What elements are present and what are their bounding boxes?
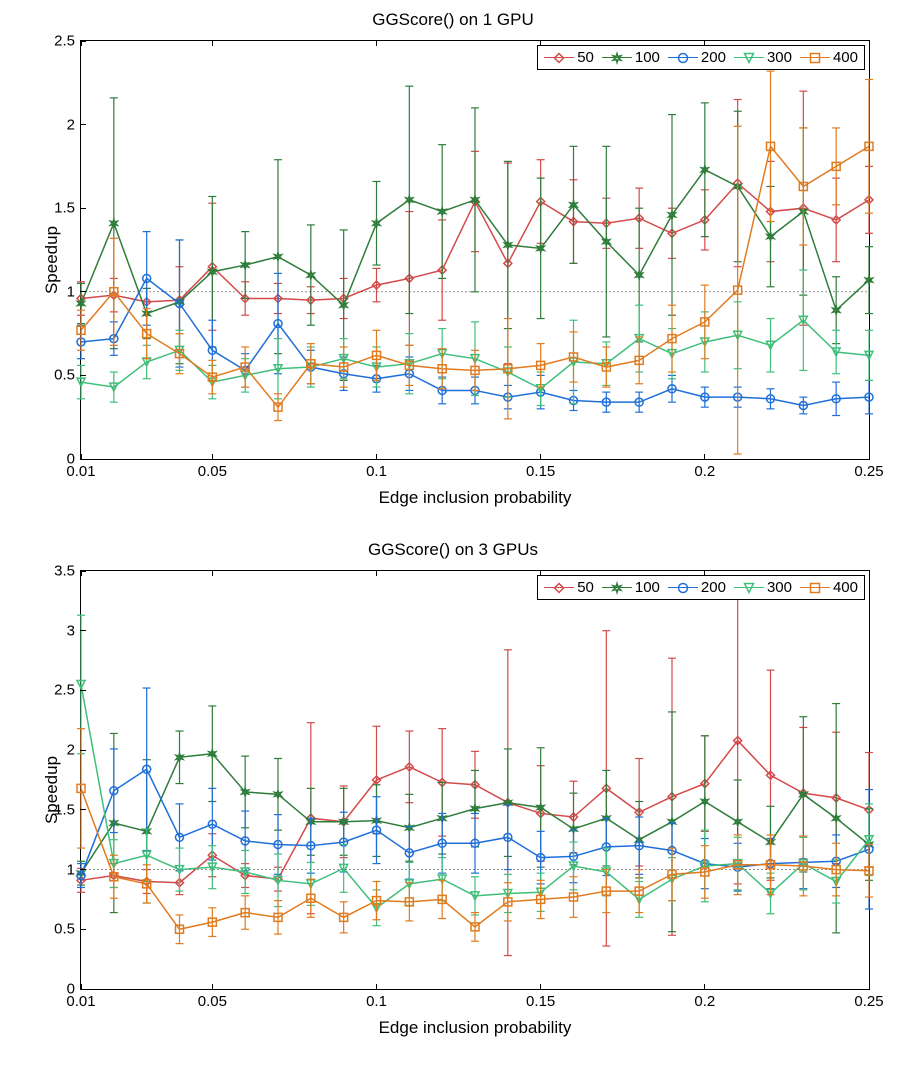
x-axis-label: Edge inclusion probability	[80, 1018, 870, 1038]
panel-bottom: GGScore() on 3 GPUs Speedup 00.511.522.5…	[10, 540, 896, 1040]
ytick-label: 2	[67, 742, 81, 759]
legend-item: 50	[544, 579, 594, 596]
panel-title: GGScore() on 3 GPUs	[10, 540, 896, 560]
legend-item: 400	[800, 49, 858, 66]
legend-label: 50	[577, 579, 594, 596]
xtick-label: 0.25	[854, 459, 883, 480]
xtick-label: 0.05	[198, 459, 227, 480]
legend-label: 200	[701, 49, 726, 66]
x-axis-label: Edge inclusion probability	[80, 488, 870, 508]
panel-top: GGScore() on 1 GPU Speedup 00.511.522.50…	[10, 10, 896, 510]
ytick-label: 1	[67, 283, 81, 300]
legend-label: 50	[577, 49, 594, 66]
legend-label: 300	[767, 579, 792, 596]
ytick-label: 0.5	[54, 921, 81, 938]
ytick-label: 3.5	[54, 563, 81, 580]
ytick-label: 3	[67, 622, 81, 639]
ytick-label: 2	[67, 116, 81, 133]
ytick-label: 1.5	[54, 200, 81, 217]
xtick-label: 0.2	[694, 459, 715, 480]
legend-item: 300	[734, 49, 792, 66]
ytick-label: 1	[67, 861, 81, 878]
legend-label: 400	[833, 49, 858, 66]
panel-title: GGScore() on 1 GPU	[10, 10, 896, 30]
xtick-label: 0.25	[854, 989, 883, 1010]
xtick-label: 0.2	[694, 989, 715, 1010]
legend-label: 300	[767, 49, 792, 66]
xtick-label: 0.05	[198, 989, 227, 1010]
legend-label: 400	[833, 579, 858, 596]
legend-item: 100	[602, 579, 660, 596]
y-axis-label: Speedup	[42, 226, 62, 294]
plot-area: 00.511.522.50.010.050.10.150.20.25501002…	[80, 40, 870, 460]
xtick-label: 0.1	[366, 989, 387, 1010]
legend: 50 100 200 300 400	[537, 575, 865, 600]
plot-area: 00.511.522.533.50.010.050.10.150.20.2550…	[80, 570, 870, 990]
legend-label: 100	[635, 49, 660, 66]
xtick-label: 0.1	[366, 459, 387, 480]
legend-item: 300	[734, 579, 792, 596]
ytick-label: 0.5	[54, 367, 81, 384]
ytick-label: 2.5	[54, 33, 81, 50]
legend: 50 100 200 300 400	[537, 45, 865, 70]
legend-item: 400	[800, 579, 858, 596]
legend-item: 100	[602, 49, 660, 66]
legend-label: 100	[635, 579, 660, 596]
xtick-label: 0.15	[526, 989, 555, 1010]
legend-item: 50	[544, 49, 594, 66]
legend-item: 200	[668, 49, 726, 66]
legend-item: 200	[668, 579, 726, 596]
ytick-label: 1.5	[54, 801, 81, 818]
xtick-label: 0.01	[66, 459, 95, 480]
figure: GGScore() on 1 GPU Speedup 00.511.522.50…	[10, 10, 896, 1040]
xtick-label: 0.15	[526, 459, 555, 480]
ytick-label: 2.5	[54, 682, 81, 699]
legend-label: 200	[701, 579, 726, 596]
xtick-label: 0.01	[66, 989, 95, 1010]
